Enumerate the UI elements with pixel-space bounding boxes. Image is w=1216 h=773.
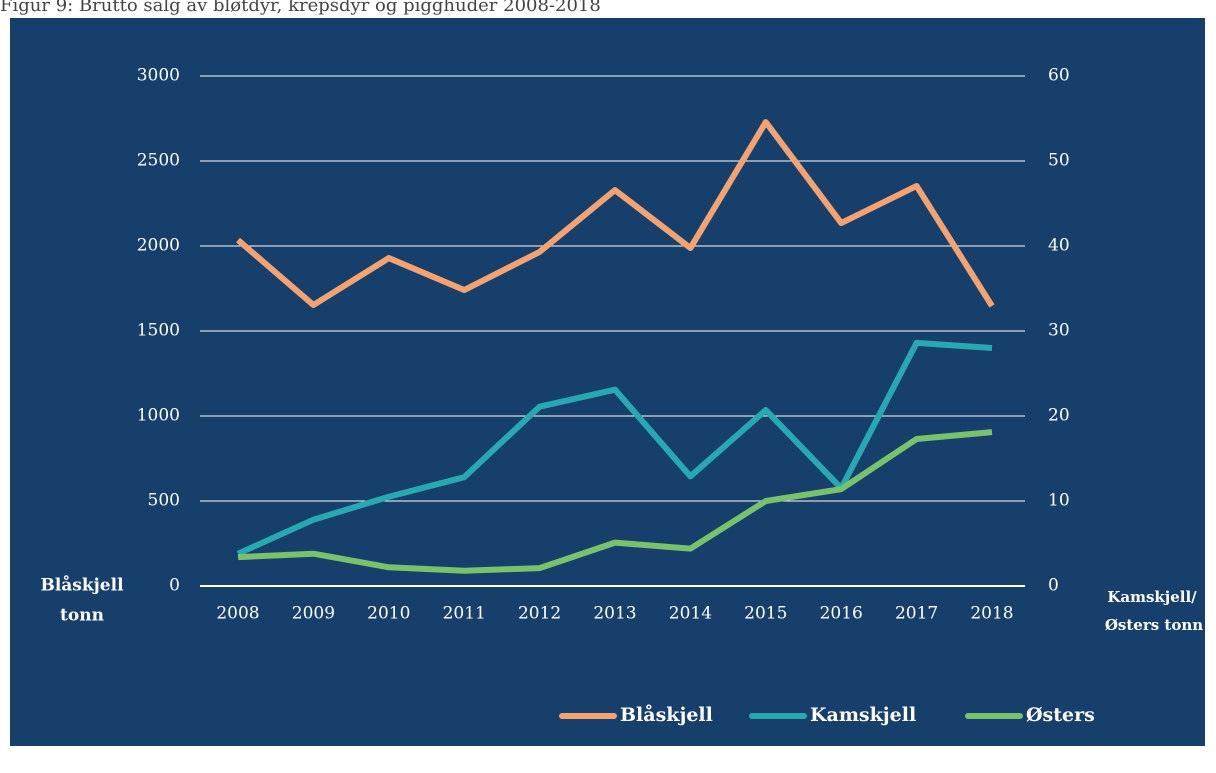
y-tick-label: 0 — [169, 576, 180, 596]
legend-label: Kamskjell — [810, 704, 916, 726]
legend-label: Blåskjell — [620, 703, 713, 726]
x-tick-label: 2014 — [669, 604, 712, 624]
y-axis-label: tonn — [60, 606, 104, 626]
y2-tick-label: 0 — [1048, 576, 1059, 596]
x-tick-label: 2009 — [292, 604, 335, 624]
x-tick-label: 2011 — [443, 604, 486, 624]
chart-title: Figur 9: Brutto salg av bløtdyr, krepsdy… — [0, 0, 601, 16]
y2-tick-label: 30 — [1048, 321, 1070, 341]
x-tick-label: 2010 — [367, 604, 410, 624]
x-tick-label: 2012 — [518, 604, 561, 624]
y-tick-label: 2500 — [137, 151, 180, 171]
x-tick-label: 2013 — [593, 604, 636, 624]
x-tick-label: 2015 — [744, 604, 787, 624]
y2-tick-label: 50 — [1048, 151, 1070, 171]
y2-axis-label: Østers tonn — [1105, 616, 1203, 634]
series-line — [236, 119, 995, 308]
y2-tick-label: 40 — [1048, 236, 1070, 256]
x-tick-label: 2008 — [216, 604, 259, 624]
y-tick-label: 500 — [148, 491, 180, 511]
series-line — [236, 339, 993, 557]
x-tick-label: 2018 — [970, 604, 1013, 624]
x-tick-label: 2017 — [895, 604, 938, 624]
y2-tick-label: 20 — [1048, 406, 1070, 426]
y-axis-label: Blåskjell — [40, 575, 124, 596]
y-tick-label: 1000 — [137, 406, 180, 426]
y-tick-label: 2000 — [137, 236, 180, 256]
y2-tick-label: 60 — [1048, 66, 1070, 86]
chart-panel — [10, 18, 1205, 746]
legend-label: Østers — [1026, 704, 1095, 726]
series-line — [237, 429, 993, 574]
y-tick-label: 1500 — [137, 321, 180, 341]
y2-axis-label: Kamskjell/ — [1107, 588, 1197, 606]
y2-tick-label: 10 — [1048, 491, 1070, 511]
x-tick-label: 2016 — [820, 604, 863, 624]
y-tick-label: 3000 — [137, 66, 180, 86]
